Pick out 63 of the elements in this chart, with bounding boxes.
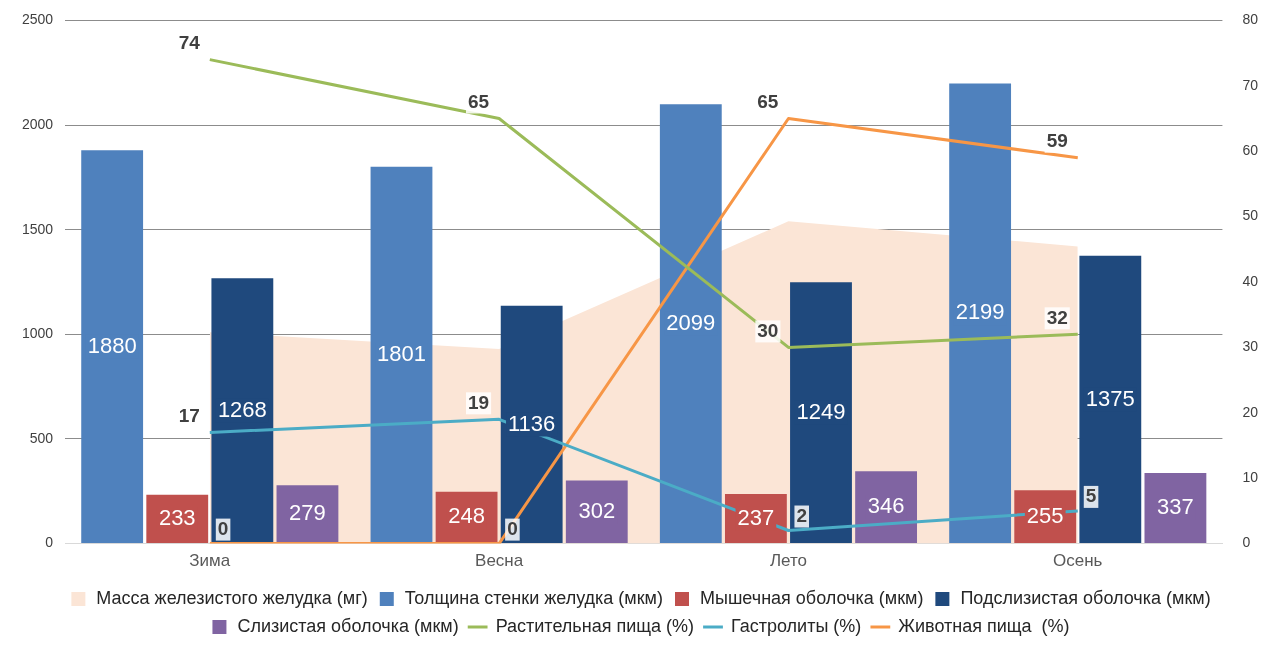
data-label: 337 xyxy=(1157,494,1194,520)
data-label: 237 xyxy=(737,504,775,530)
data-label: 19 xyxy=(467,391,490,413)
y-tick-label: 0 xyxy=(45,534,54,551)
data-label: 2199 xyxy=(955,299,1005,325)
data-label: 32 xyxy=(1046,306,1068,328)
y2-tick-label: 60 xyxy=(1242,142,1259,159)
x-tick-label: Осень xyxy=(1053,551,1103,571)
bar xyxy=(949,83,1012,544)
data-label: 255 xyxy=(1026,502,1064,528)
data-label: 5 xyxy=(1085,485,1097,507)
y2-tick-label: 10 xyxy=(1242,469,1259,486)
data-label: 1136 xyxy=(508,410,556,436)
bar xyxy=(500,305,563,544)
data-label: 1375 xyxy=(1085,385,1135,411)
bar xyxy=(211,278,274,544)
data-label: 248 xyxy=(448,503,485,529)
legend-label: Толщина стенки желудка (мкм) xyxy=(404,587,663,608)
y2-tick-label: 80 xyxy=(1242,11,1259,28)
x-tick-label: Зима xyxy=(189,551,231,571)
data-label: 1268 xyxy=(217,396,267,422)
data-label: 30 xyxy=(757,319,779,341)
bar xyxy=(81,150,144,544)
data-label: 0 xyxy=(507,517,518,539)
data-label: 1880 xyxy=(87,332,137,358)
data-label: 279 xyxy=(289,500,326,526)
y-tick-label: 1500 xyxy=(21,220,54,237)
bar xyxy=(659,104,722,544)
data-label: 17 xyxy=(178,404,200,426)
data-label: 74 xyxy=(178,31,201,53)
legend-label: Масса железистого желудка (мг) xyxy=(96,587,368,608)
data-label: 1801 xyxy=(377,340,426,366)
y-tick-label: 2500 xyxy=(21,11,54,28)
data-label: 59 xyxy=(1046,129,1068,151)
data-label: 233 xyxy=(158,505,196,531)
y2-tick-label: 70 xyxy=(1242,76,1259,93)
y2-tick-label: 20 xyxy=(1242,403,1259,420)
data-label: 65 xyxy=(757,90,779,112)
data-label: 1249 xyxy=(796,398,846,424)
legend-label: Подслизистая оболочка (мкм) xyxy=(960,587,1211,608)
x-tick-label: Весна xyxy=(475,551,524,571)
legend-label: Слизистая оболочка (мкм) xyxy=(237,615,459,636)
data-label: 65 xyxy=(467,90,490,112)
legend-label: Животная пища (%) xyxy=(898,615,1070,636)
data-label: 2099 xyxy=(666,309,716,335)
legend-label: Гастролиты (%) xyxy=(731,615,862,636)
data-label: 346 xyxy=(867,493,905,519)
y2-tick-label: 0 xyxy=(1242,534,1251,551)
y-tick-label: 500 xyxy=(29,429,54,446)
bar xyxy=(370,166,433,544)
data-label: 0 xyxy=(217,517,229,539)
bar xyxy=(790,282,852,544)
legend-label: Растительная пища (%) xyxy=(495,615,695,636)
x-tick-label: Лето xyxy=(769,551,807,571)
data-label: 302 xyxy=(578,497,616,523)
bar xyxy=(1079,255,1142,544)
data-label: 2 xyxy=(796,504,808,526)
y-tick-label: 2000 xyxy=(21,115,54,132)
legend-label: Мышечная оболочка (мкм) xyxy=(699,587,924,608)
y2-tick-label: 40 xyxy=(1242,272,1259,289)
y2-tick-label: 50 xyxy=(1242,207,1259,224)
y-tick-label: 1000 xyxy=(21,325,54,342)
y2-tick-label: 30 xyxy=(1242,338,1259,355)
